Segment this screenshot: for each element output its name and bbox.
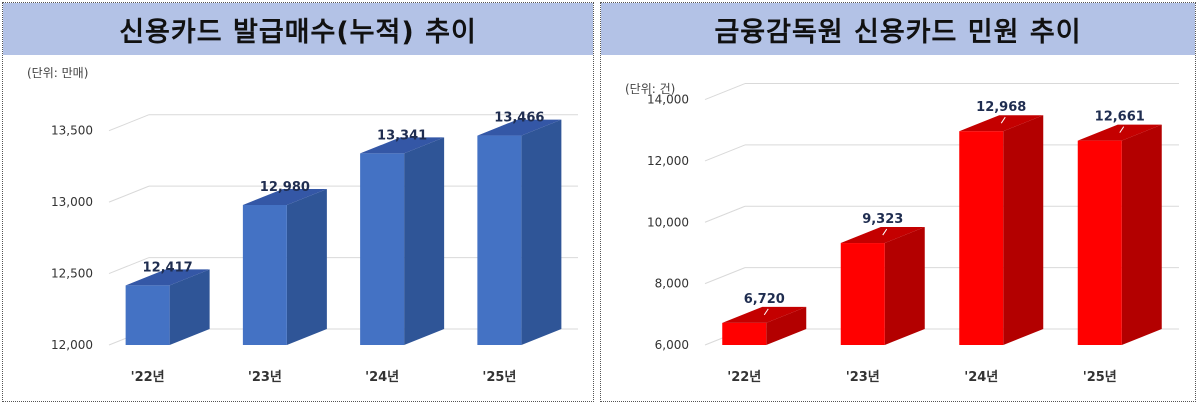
y-tick-label: 6,000 [655,338,689,352]
y-tick-label: 14,000 [647,93,689,107]
y-tick-label: 13,500 [51,124,93,138]
chart-card-issuance: (단위: 만매) 12,000 12,500 13,000 13,500 12,417 '2… [27,66,578,385]
bar [722,322,767,345]
chart-panel-card-issuance: 신용카드 발급매수(누적) 추이 (단위: 만매) 12,000 12,500 13,… [2,2,594,402]
bar-top [242,189,327,205]
unit-label: (단위: 건) [625,82,675,96]
bar-side [521,119,562,345]
bar-top [1077,124,1162,141]
bar-top [477,119,562,136]
chart-title: 금융감독원 신용카드 민원 추이 [601,3,1195,55]
chart-title: 신용카드 발급매수(누적) 추이 [3,3,593,55]
data-label: 12,968 [976,100,1026,115]
data-label-leader [1119,126,1125,133]
y-tick-label: 13,000 [51,195,93,209]
data-label: 6,720 [744,292,785,307]
x-tick-label: '22년 [727,370,761,385]
gridline [704,83,746,101]
bar-side [884,227,925,345]
bar-top [125,269,210,286]
bar [1077,140,1122,345]
data-label: 12,417 [143,260,193,275]
y-tick-label: 10,000 [647,215,689,229]
bar [360,153,405,345]
x-tick-label: '23년 [846,370,880,385]
gridline [704,144,746,162]
bar-side [286,189,327,345]
data-label-leader [1000,116,1006,124]
bar [125,285,170,345]
x-tick-label: '24년 [964,370,998,385]
gridline [108,257,150,275]
gridline [108,114,150,132]
bar [959,131,1004,345]
bar-side [169,269,210,345]
y-tick-label: 12,000 [647,154,689,168]
bar [242,205,287,345]
x-tick-label: '23년 [248,370,282,385]
chart-panel-complaints: 금융감독원 신용카드 민원 추이 (단위: 건) 6,000 8,000 10,000… [600,2,1196,402]
gridline [108,185,150,203]
x-tick-label: '22년 [131,370,165,385]
x-tick-label: '25년 [1083,370,1117,385]
data-label: 13,341 [377,128,427,143]
bar-side [404,137,445,345]
data-label-leader [882,228,888,236]
gridline [704,205,746,223]
chart-complaints: (단위: 건) 6,000 8,000 10,000 12,000 14,000 6,720… [625,82,1179,385]
data-label-leader [763,308,769,316]
bar-top [360,137,445,154]
x-tick-label: '24년 [365,370,399,385]
bar [477,135,522,345]
data-label: 9,323 [862,212,903,227]
data-label: 12,661 [1095,110,1145,125]
data-label: 12,980 [260,180,310,195]
bar [840,243,885,345]
x-tick-label: '25년 [482,370,516,385]
unit-label: (단위: 만매) [27,66,88,80]
bar-side [1121,124,1162,345]
bar-side [766,306,807,345]
gridline [704,267,746,285]
y-tick-label: 8,000 [655,277,689,291]
bar-side [1003,115,1044,345]
y-tick-label: 12,500 [51,267,93,281]
y-tick-label: 12,000 [51,338,93,352]
data-label: 13,466 [494,111,544,126]
